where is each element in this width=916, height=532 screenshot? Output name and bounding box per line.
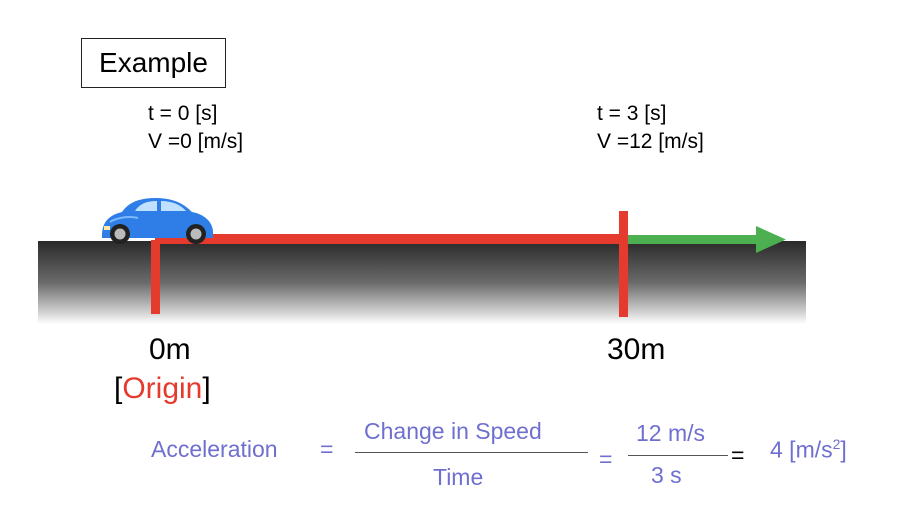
formula-num2: 12 m/s [636, 420, 706, 446]
formula-result: 4 [m/s2] [770, 436, 847, 464]
arrow-head-icon [756, 226, 786, 253]
end-tick [619, 211, 628, 317]
arrow-shaft [628, 235, 760, 244]
start-state: t = 0 [s] V =0 [m/s] [148, 100, 243, 156]
formula-numerator: Change in Speed [364, 418, 542, 444]
origin-label: [Origin] [114, 372, 211, 406]
origin-open-bracket: [ [114, 372, 123, 405]
result-exponent: 2 [832, 436, 841, 452]
formula-den2: 3 s [651, 462, 682, 488]
start-tick [151, 240, 160, 314]
start-marker-label: 0m [149, 333, 191, 366]
start-time: t = 0 [s] [148, 102, 218, 125]
result-close: ] [840, 436, 847, 463]
start-velocity: V =0 [m/s] [148, 130, 244, 153]
distance-line [155, 234, 625, 244]
example-label: Example [81, 38, 226, 88]
origin-close-bracket: ] [202, 372, 211, 405]
formula-lhs: Acceleration [151, 436, 278, 462]
formula-denominator: Time [433, 464, 484, 490]
fraction-bar-2 [628, 455, 728, 456]
end-state: t = 3 [s] V =12 [m/s] [597, 100, 704, 156]
result-value: 4 [m/s [770, 436, 833, 463]
origin-word: Origin [122, 372, 203, 405]
end-velocity: V =12 [m/s] [597, 130, 704, 153]
formula-equals-3: = [731, 442, 745, 468]
fraction-bar-1 [355, 452, 588, 453]
car-icon [102, 198, 213, 244]
end-marker-label: 30m [607, 333, 666, 366]
end-time: t = 3 [s] [597, 102, 667, 125]
formula-equals-1: = [320, 436, 334, 462]
formula-equals-2: = [599, 446, 613, 472]
road [38, 241, 806, 324]
